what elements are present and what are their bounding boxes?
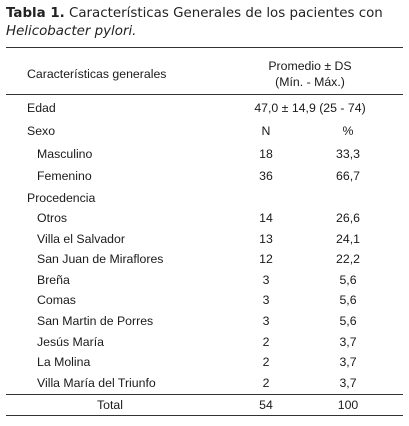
table-row-n: 3 (262, 314, 270, 328)
table-row-pct: 5,6 (339, 314, 357, 328)
row-total-pct: 100 (337, 398, 359, 412)
row-total-label: Total (97, 398, 123, 412)
caption-text-italic: Helicobacter pylori. (6, 24, 137, 39)
header-min-max: (Mín. - Máx.) (275, 75, 345, 89)
header-pct: % (342, 124, 354, 138)
table-row-n: 18 (259, 147, 273, 161)
header-n: N (261, 124, 271, 138)
caption-text: Características Generales de los pacient… (69, 6, 383, 21)
row-procedencia-label: Procedencia (27, 191, 96, 205)
table-caption: Tabla 1. Características Generales de lo… (6, 5, 404, 41)
table-row-pct: 3,7 (339, 355, 357, 370)
table-row-label: Femenino (37, 169, 92, 183)
table-row-n: 2 (262, 355, 270, 370)
table-row-label: La Molina (37, 355, 91, 370)
table-row-pct: 22,2 (336, 252, 360, 267)
header-bottom-rule (6, 94, 403, 95)
table-row-n: 14 (259, 211, 273, 225)
row-total-n: 54 (259, 398, 273, 412)
table-row-pct: 5,6 (339, 272, 357, 287)
row-sexo-label: Sexo (27, 124, 56, 138)
table-bottom-rule (6, 415, 403, 416)
table-row-label: Masculino (37, 147, 93, 161)
table-row-label: Jesús María (37, 334, 104, 349)
header-characteristics: Características generales (27, 67, 167, 81)
table-row-n: 36 (259, 169, 273, 183)
row-edad-value: 47,0 ± 14,9 (25 - 74) (254, 101, 366, 115)
table-row-label: Breña (37, 272, 70, 287)
table-row-pct: 66,7 (336, 169, 360, 183)
table-row-pct: 24,1 (336, 231, 360, 246)
table-row-label: Comas (37, 293, 76, 308)
table-row-n: 2 (262, 334, 270, 349)
table-row-pct: 26,6 (336, 211, 360, 225)
table-row-label: San Martin de Porres (37, 314, 154, 328)
table-row-label: Otros (37, 211, 68, 225)
table-row-label: Villa el Salvador (37, 231, 125, 246)
table-row-pct: 33,3 (336, 147, 360, 161)
table-row-n: 3 (262, 293, 270, 308)
table-row-pct: 3,7 (339, 375, 357, 390)
table-row-n: 13 (259, 231, 273, 246)
caption-label: Tabla 1. (6, 6, 65, 21)
table-row-n: 2 (262, 375, 270, 390)
total-top-rule (6, 394, 403, 395)
table-row-label: San Juan de Miraflores (37, 252, 164, 267)
table-row-pct: 3,7 (339, 334, 357, 349)
header-mean-sd: Promedio ± DS (268, 59, 352, 73)
table-row-pct: 5,6 (339, 293, 357, 308)
row-edad-label: Edad (27, 101, 56, 115)
table-top-rule (6, 47, 403, 48)
table-row-n: 12 (259, 252, 273, 267)
table-row-label: Villa María del Triunfo (37, 375, 156, 390)
table-row-n: 3 (262, 272, 270, 287)
